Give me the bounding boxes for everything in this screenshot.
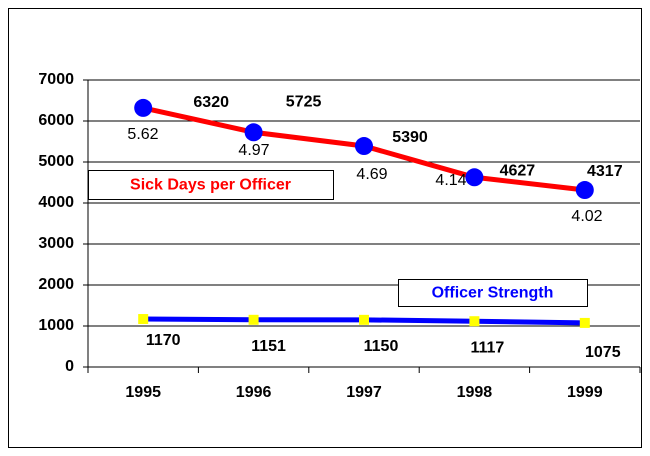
y-tick-label: 0 bbox=[65, 358, 74, 375]
annotation: 4.02 bbox=[571, 208, 602, 225]
marker bbox=[359, 314, 369, 325]
y-tick-label: 6000 bbox=[38, 112, 74, 129]
data-label: 1117 bbox=[470, 339, 504, 356]
marker bbox=[465, 168, 484, 187]
marker bbox=[575, 181, 594, 200]
marker bbox=[244, 123, 263, 142]
chart-frame bbox=[8, 8, 642, 448]
data-label: 5725 bbox=[286, 93, 322, 110]
marker bbox=[355, 137, 373, 156]
y-tick-label: 7000 bbox=[38, 71, 74, 88]
y-tick-label: 1000 bbox=[38, 317, 74, 334]
annotation: 4.14 bbox=[435, 172, 466, 189]
y-tick-label: 3000 bbox=[38, 235, 74, 252]
legend-box bbox=[88, 170, 334, 200]
data-label: 1151 bbox=[251, 338, 286, 355]
data-label: 1150 bbox=[364, 338, 399, 355]
y-tick-label: 4000 bbox=[38, 194, 74, 211]
marker bbox=[579, 317, 590, 328]
annotation: 5.62 bbox=[127, 126, 158, 143]
data-label: 5390 bbox=[392, 129, 428, 146]
x-tick-label: 1995 bbox=[125, 384, 161, 401]
legend-box bbox=[398, 279, 588, 307]
data-label: 6320 bbox=[193, 94, 229, 111]
marker bbox=[248, 314, 259, 325]
y-tick-label: 2000 bbox=[38, 276, 74, 293]
x-tick-label: 1999 bbox=[567, 384, 603, 401]
data-label: 4627 bbox=[500, 163, 536, 180]
marker bbox=[469, 316, 480, 327]
data-label: 1075 bbox=[585, 344, 621, 361]
x-tick-label: 1998 bbox=[457, 384, 493, 401]
x-tick-label: 1997 bbox=[346, 384, 382, 401]
annotation: 4.97 bbox=[238, 142, 269, 159]
data-label: 4317 bbox=[587, 163, 623, 180]
data-label: 1170 bbox=[146, 332, 181, 349]
y-tick-label: 5000 bbox=[38, 153, 74, 170]
legend-label: Sick Days per Officer bbox=[130, 177, 291, 194]
marker bbox=[134, 98, 153, 117]
marker bbox=[138, 314, 149, 325]
annotation: 4.69 bbox=[356, 166, 387, 183]
legend-label: Officer Strength bbox=[432, 285, 554, 302]
x-tick-label: 1996 bbox=[236, 384, 272, 401]
